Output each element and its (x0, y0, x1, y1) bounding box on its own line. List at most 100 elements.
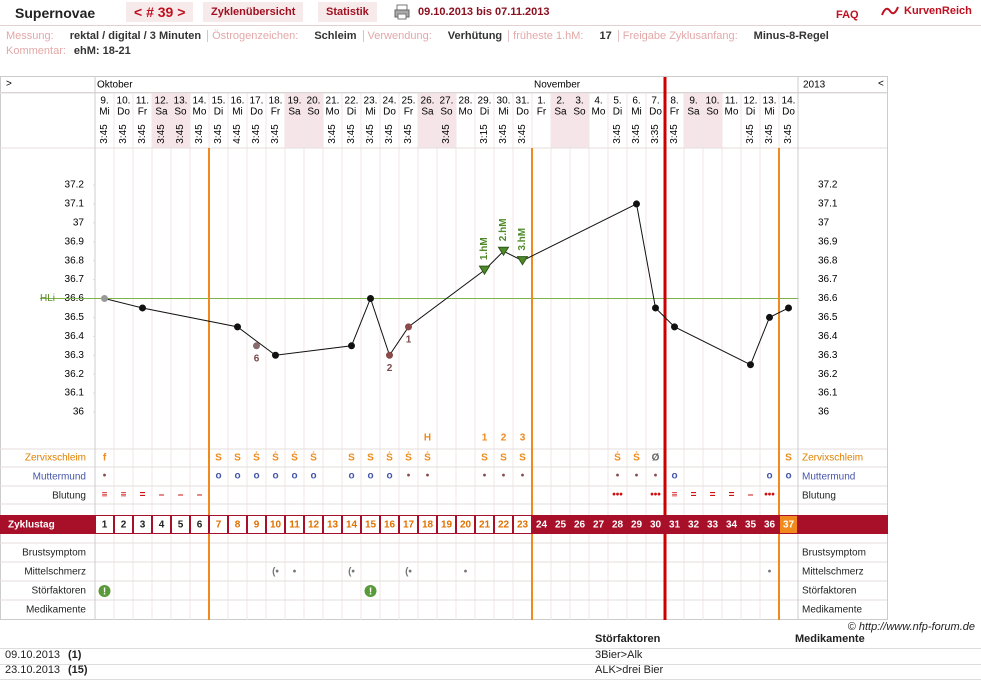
weekday-label: Fr (404, 107, 414, 118)
weekday-label: Mo (725, 107, 739, 118)
date-label: 25. (402, 96, 416, 107)
weekend-shade (418, 93, 437, 148)
row-label: Medikamente (802, 605, 862, 616)
weekend-shade (152, 93, 171, 148)
date-label: 14. (193, 96, 207, 107)
date-label: 10. (117, 96, 131, 107)
cycle-day-number: 35 (745, 520, 757, 531)
cervix-os-symbol: o (310, 471, 316, 482)
mittelschmerz-symbol: • (768, 567, 772, 578)
separator (207, 30, 209, 42)
cervix-os-symbol: o (272, 471, 278, 482)
y-tick-label: 36.7 (818, 274, 838, 285)
cervix-os-symbol: • (654, 471, 658, 482)
date-label: 9. (100, 96, 108, 107)
cervix-symbol: Ø (652, 453, 660, 464)
bleeding-symbol: – (748, 490, 754, 501)
cycle-day-cell (457, 516, 474, 533)
cycle-day-number: 21 (479, 520, 491, 531)
logo-icon (881, 6, 899, 16)
cycle-day-cell (780, 516, 797, 533)
temperature-point (785, 304, 792, 312)
cycle-day-cell (419, 516, 436, 533)
cycle-day-cell (134, 516, 151, 533)
comment-line: Kommentar: ehM: 18-21 (6, 45, 137, 57)
cervix-top-symbol: 1 (482, 433, 488, 444)
disturbance-symbol: ! (369, 587, 372, 598)
weekday-label: Mi (764, 107, 775, 118)
cycle-day-number: 9 (254, 520, 260, 531)
y-tick-label: 36.5 (65, 312, 85, 323)
cycle-day-cell (191, 516, 208, 533)
cervix-os-symbol: o (766, 471, 772, 482)
bleeding-symbol: = (691, 490, 697, 501)
date-label: 11. (136, 96, 149, 107)
cervix-os-symbol: • (635, 471, 639, 482)
cycle-nav[interactable]: < # 39 > (126, 2, 194, 22)
cycle-day-cell (115, 516, 132, 533)
chart-frame (0, 76, 888, 620)
cycle-day-number: 20 (460, 520, 472, 531)
cycle-day-cell (438, 516, 455, 533)
high-marker (516, 256, 529, 266)
notes-header: Störfaktoren Medikamente (0, 633, 981, 649)
date-label: 12. (744, 96, 758, 107)
mittelschmerz-symbol: (• (272, 567, 279, 578)
date-label: 3. (575, 96, 583, 107)
cycle-day-number: 2 (121, 520, 127, 531)
cervix-top-symbol: H (424, 433, 431, 444)
info-label: früheste 1.hM: (513, 30, 584, 42)
date-label: 14. (782, 96, 796, 107)
faq-link[interactable]: FAQ (836, 9, 859, 21)
weekday-label: Mi (99, 107, 110, 118)
time-label: 3:45 (764, 124, 775, 144)
weekday-label: Di (214, 107, 223, 118)
temperature-point (747, 361, 754, 369)
cervix-symbol: S (785, 453, 792, 464)
info-label: Messung: (6, 30, 54, 42)
logo[interactable]: KurvenReich (904, 5, 972, 17)
date-label: 7. (651, 96, 659, 107)
cycle-day-number: 23 (517, 520, 529, 531)
cycle-day-cell (495, 516, 512, 533)
cycle-day-cell (343, 516, 360, 533)
date-label: 13. (763, 96, 777, 107)
cycle-day-cell (476, 516, 493, 533)
cycle-day-number: 24 (536, 520, 548, 531)
time-label: 3:45 (745, 124, 756, 144)
time-label: 3:45 (175, 124, 186, 144)
cycle-day-number: 28 (612, 520, 624, 531)
temperature-point (272, 351, 279, 359)
cervix-symbol: Ṡ (405, 451, 412, 464)
tab[interactable]: Zyklenübersicht (203, 2, 304, 22)
cervix-symbol: S (519, 453, 526, 464)
cycle-day-number: 26 (574, 520, 586, 531)
cycle-day-number: 36 (764, 520, 776, 531)
row-label: Mittelschmerz (802, 567, 864, 578)
time-label: 3:45 (194, 124, 205, 144)
cycle-day-number: 4 (159, 520, 165, 531)
time-label: 3:15 (479, 124, 490, 144)
separator (362, 30, 364, 42)
cycle-day-cell (514, 516, 531, 533)
date-label: 22. (345, 96, 359, 107)
cervix-symbol: Ṡ (633, 451, 640, 464)
weekday-label: Do (516, 107, 529, 118)
low-label: 6 (254, 353, 260, 364)
cervix-os-symbol: • (502, 471, 506, 482)
cycle-day-number: 25 (555, 520, 567, 531)
time-label: 3:45 (365, 124, 376, 144)
bleeding-symbol: ••• (612, 490, 623, 501)
weekday-label: Fr (537, 107, 547, 118)
time-label: 3:45 (213, 124, 224, 144)
weekend-shade (171, 93, 190, 148)
row-label: Brustsymptom (22, 548, 86, 559)
high-marker-label: 2.hM (498, 218, 509, 241)
info-value: rektal / digital / 3 Minuten (69, 30, 202, 42)
time-label: 3:45 (346, 124, 357, 144)
cycle-day-number: 33 (707, 520, 719, 531)
cervix-symbol: Ṡ (614, 451, 621, 464)
tab[interactable]: Statistik (318, 2, 377, 22)
print-icon[interactable] (394, 4, 410, 20)
row-label: Blutung (52, 491, 86, 502)
